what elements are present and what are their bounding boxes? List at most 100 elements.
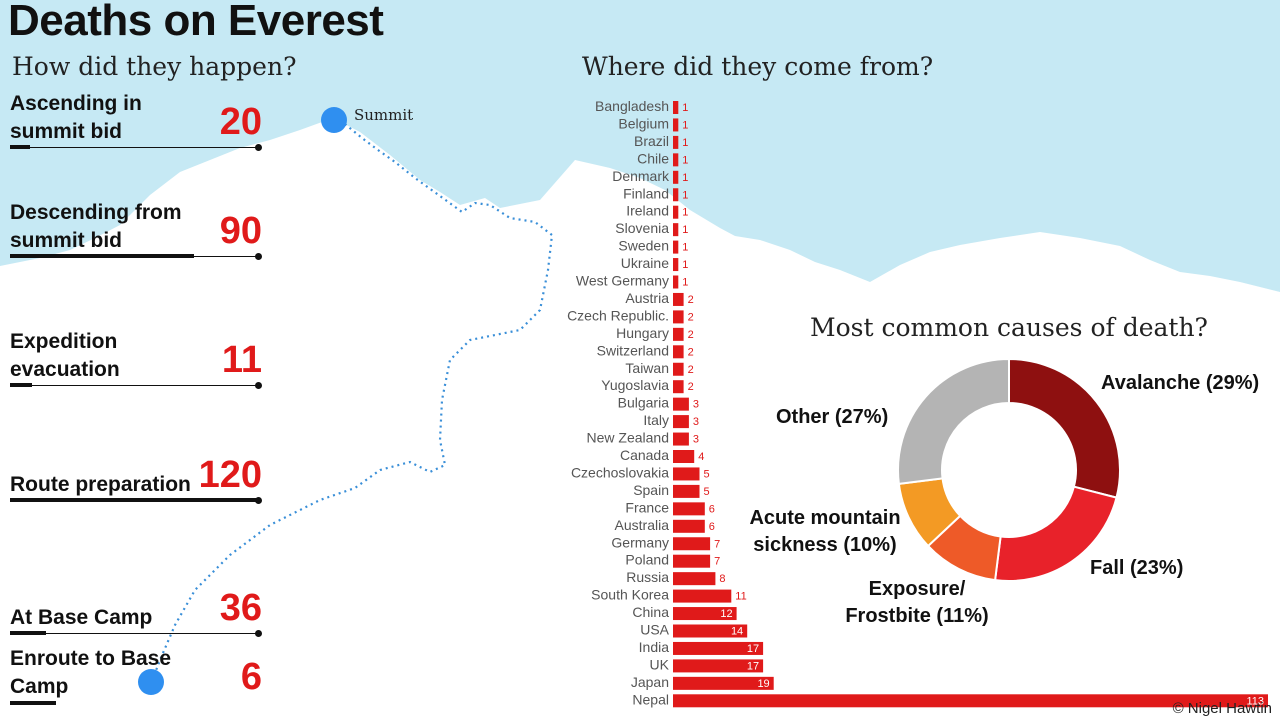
stage-value: 6 <box>240 656 262 698</box>
country-bar <box>673 362 684 376</box>
country-bar <box>673 572 716 586</box>
stage-dot <box>255 382 262 389</box>
country-value: 14 <box>731 626 743 638</box>
country-label: USA <box>640 622 669 638</box>
country-value: 2 <box>688 311 694 323</box>
stage-label: Ascending in summit bid <box>10 92 142 143</box>
country-label: UK <box>650 656 670 672</box>
country-value: 3 <box>693 416 699 428</box>
country-label: India <box>639 639 670 655</box>
stage-dot <box>255 630 262 637</box>
stage-proportion-bar <box>10 498 256 502</box>
country-value: 5 <box>704 468 710 480</box>
country-label: West Germany <box>576 273 669 289</box>
country-label: Bulgaria <box>618 395 670 411</box>
stage-value: 11 <box>221 339 262 381</box>
country-bar <box>673 153 679 167</box>
country-bar <box>673 519 705 533</box>
country-value: 7 <box>714 538 720 550</box>
country-bar <box>673 432 689 446</box>
country-label: Slovenia <box>615 220 669 236</box>
country-bar <box>673 694 1268 708</box>
country-bar <box>673 415 689 429</box>
country-bar <box>673 380 684 394</box>
country-label: Russia <box>626 569 669 585</box>
country-label: Italy <box>643 412 669 428</box>
country-value: 19 <box>757 678 769 690</box>
country-bar <box>673 607 737 621</box>
country-label: Czech Republic. <box>567 307 669 323</box>
country-value: 5 <box>704 486 710 498</box>
credit: © Nigel Hawtin <box>1172 700 1272 717</box>
country-label: Hungary <box>616 325 669 341</box>
country-label: Ireland <box>626 203 669 219</box>
country-value: 113 <box>1246 695 1264 707</box>
country-value: 1 <box>682 154 688 166</box>
stage-underline <box>10 632 258 634</box>
country-label: Germany <box>611 534 669 550</box>
stage-underline <box>10 146 258 148</box>
stage-route-preparation: Route preparation 120 <box>10 441 262 504</box>
countries-heading: Where did they come from? <box>582 52 934 81</box>
country-value: 12 <box>720 608 732 620</box>
donut-slice <box>1008 357 1121 499</box>
country-bar <box>673 188 679 202</box>
country-label: France <box>625 499 669 515</box>
summit-label: Summit <box>354 106 413 124</box>
country-value: 2 <box>688 329 694 341</box>
country-bar <box>673 135 679 149</box>
country-value: 1 <box>682 207 688 219</box>
country-bar <box>673 310 684 324</box>
country-value: 1 <box>682 189 688 201</box>
country-bar <box>673 554 711 568</box>
country-bar <box>673 641 764 655</box>
country-value: 1 <box>682 102 688 114</box>
country-label: Canada <box>620 447 669 463</box>
country-value: 2 <box>688 381 694 393</box>
country-value: 6 <box>709 503 715 515</box>
country-value: 17 <box>747 660 759 672</box>
stage-label: Route preparation <box>10 473 191 496</box>
donut-slice <box>897 357 1010 486</box>
stage-proportion-bar <box>10 145 30 149</box>
country-label: Australia <box>615 517 670 533</box>
base-camp-marker <box>138 669 164 695</box>
donut-label-exposure: Exposure/ Frostbite (11%) <box>845 578 989 627</box>
country-value: 11 <box>735 591 746 603</box>
stage-label: At Base Camp <box>10 606 153 629</box>
country-bar <box>673 345 684 359</box>
stage-proportion-bar <box>10 631 46 635</box>
country-label: Chile <box>637 150 669 166</box>
country-bar <box>673 240 679 254</box>
country-label: Nepal <box>632 691 669 707</box>
stage-descending: Descending from summit bid 90 <box>10 197 262 260</box>
country-label: Spain <box>633 482 669 498</box>
country-bar <box>673 118 679 132</box>
country-label: Sweden <box>618 238 669 254</box>
country-value: 1 <box>682 172 688 184</box>
country-value: 2 <box>688 294 694 306</box>
country-label: Finland <box>623 185 669 201</box>
country-label: Austria <box>625 290 669 306</box>
donut-label-fall: Fall (23%) <box>1090 557 1184 579</box>
country-value: 1 <box>682 137 688 149</box>
country-bar <box>673 292 684 306</box>
stage-evacuation: Expedition evacuation 11 <box>10 326 262 389</box>
country-value: 4 <box>698 451 704 463</box>
stage-ascending: Ascending in summit bid 20 <box>10 88 262 151</box>
country-bar <box>673 537 711 551</box>
stage-proportion-bar <box>10 254 194 258</box>
country-bar <box>673 467 700 481</box>
country-label: Belgium <box>618 115 669 131</box>
donut-label-ams: Acute mountain sickness (10%) <box>749 507 901 556</box>
stage-label: Descending from summit bid <box>10 201 182 252</box>
country-label: South Korea <box>591 587 669 603</box>
page-title: Deaths on Everest <box>8 0 384 45</box>
donut-label-avalanche: Avalanche (29%) <box>1101 372 1260 394</box>
country-label: Czechoslovakia <box>571 464 669 480</box>
country-label: Switzerland <box>597 342 669 358</box>
stage-value: 36 <box>219 587 262 629</box>
